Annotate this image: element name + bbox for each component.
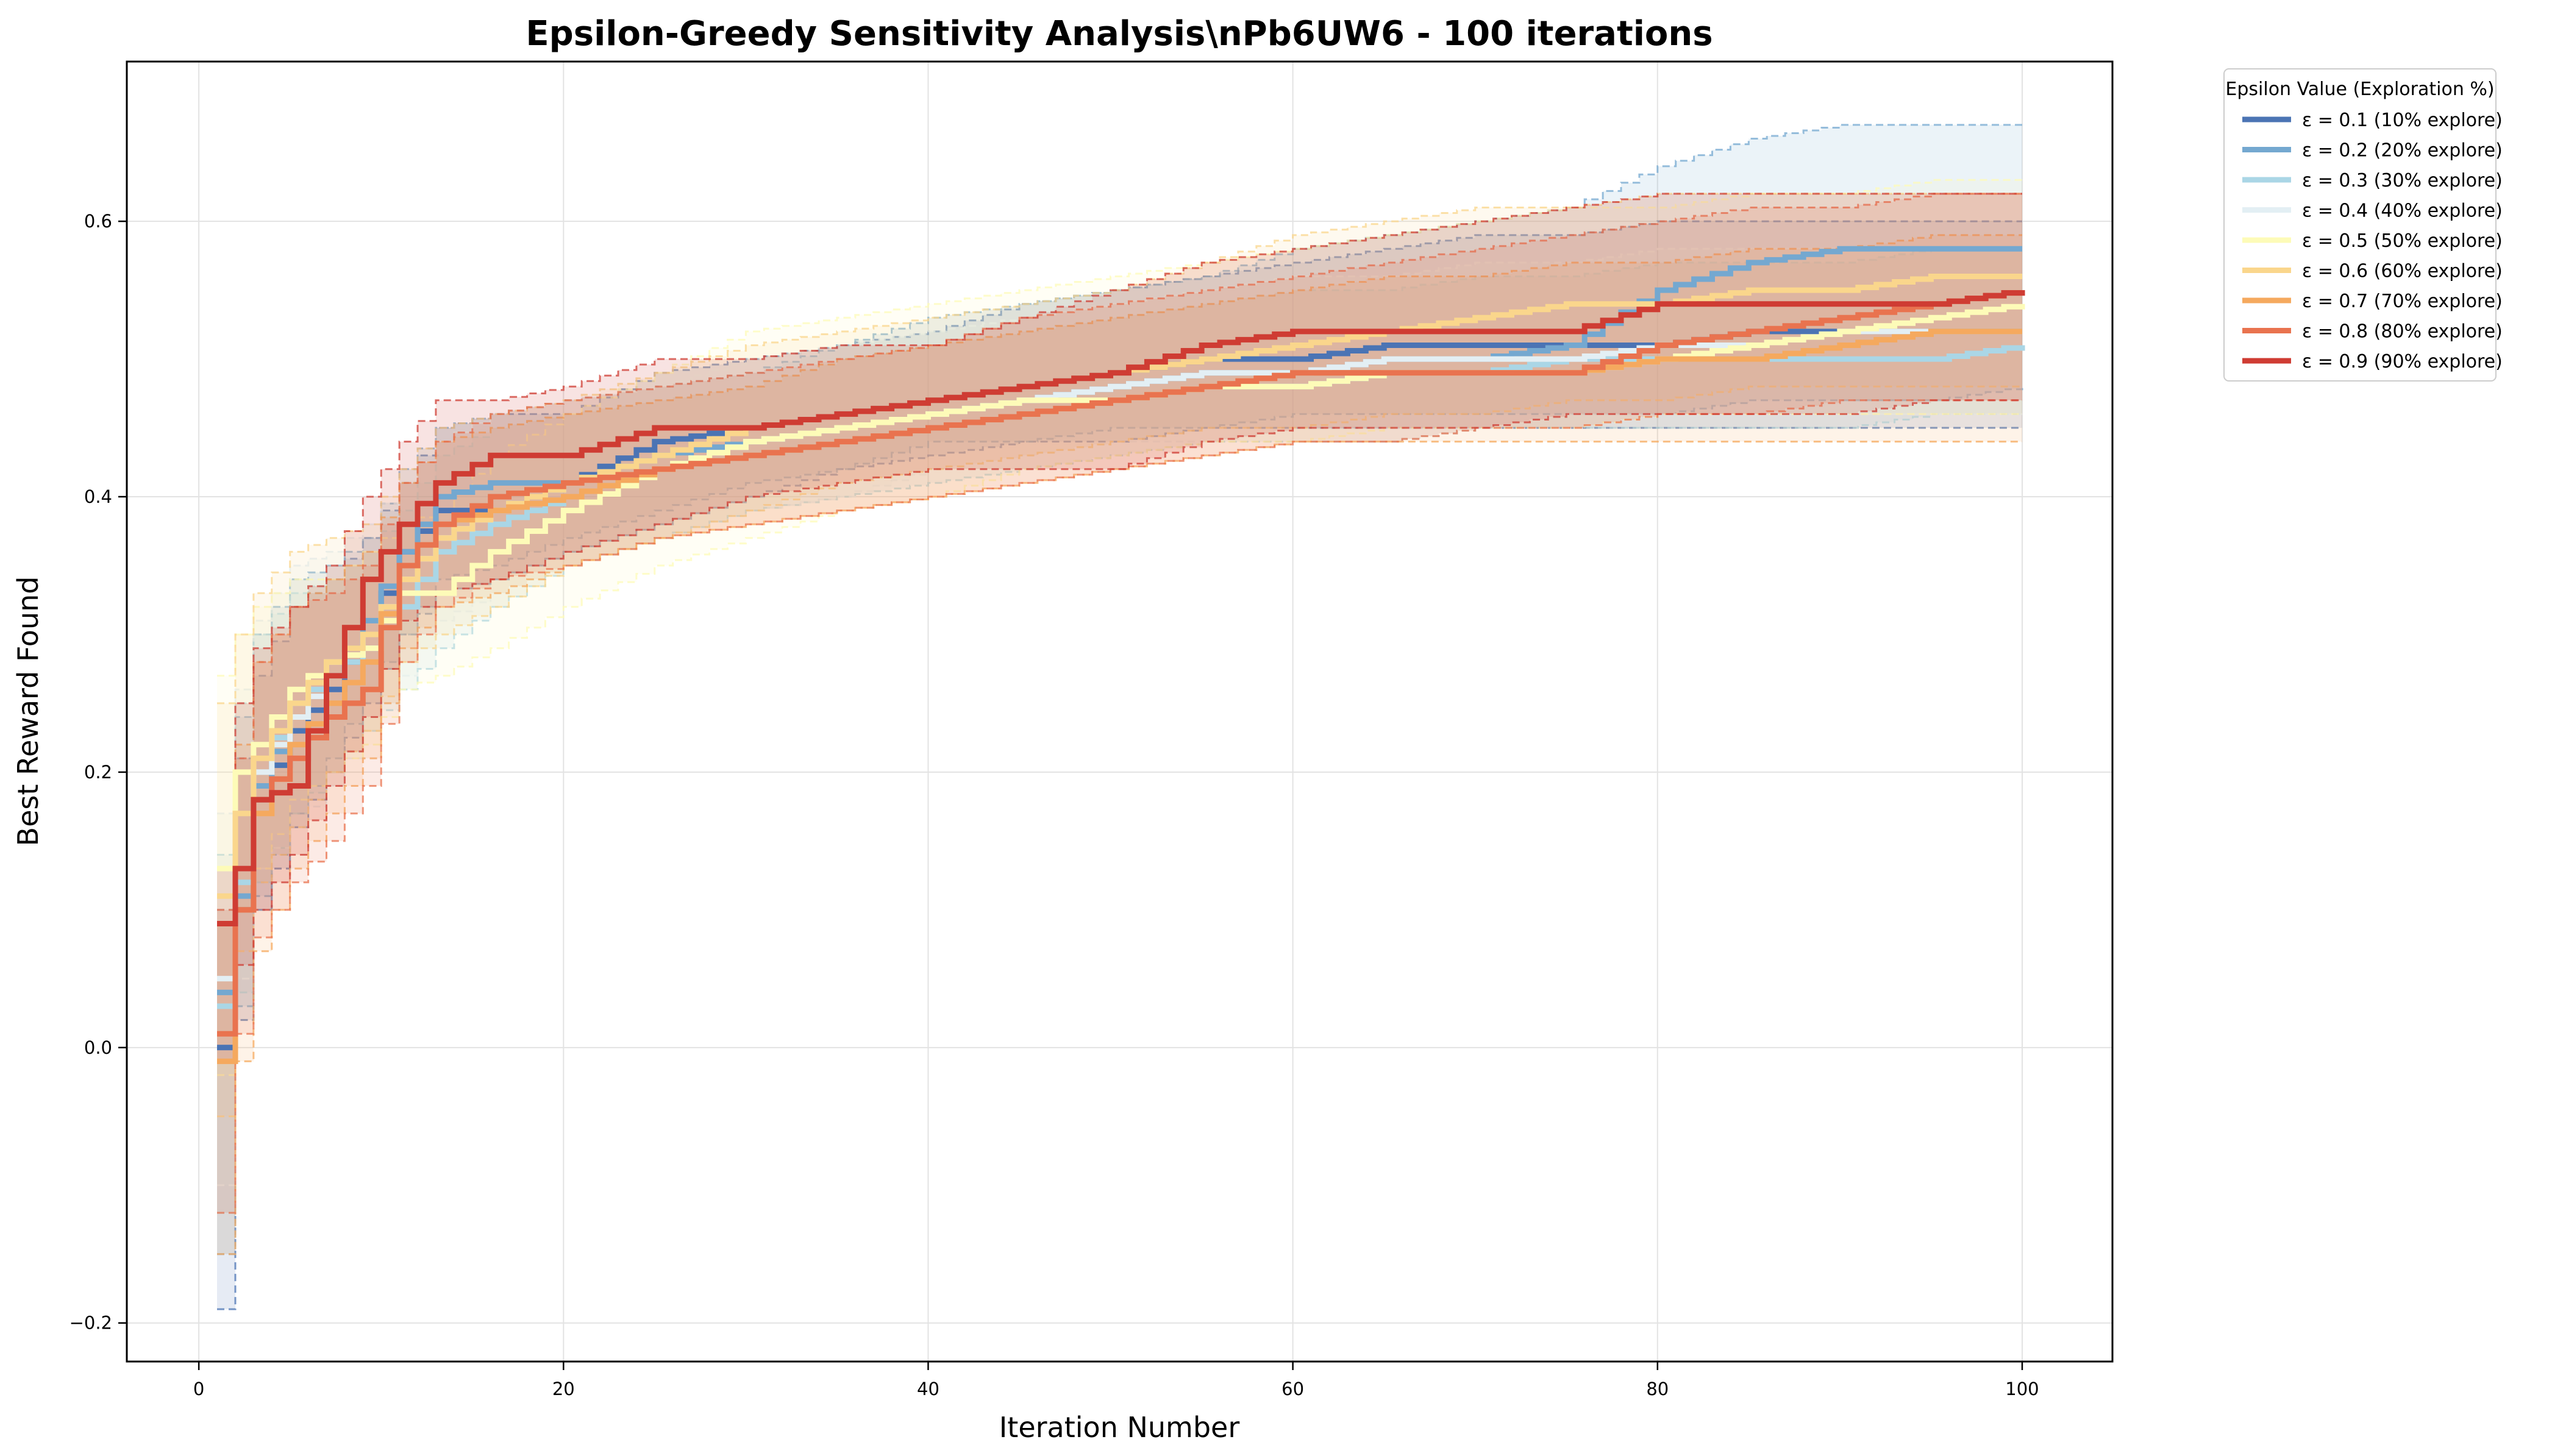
confidence-band-9 <box>217 193 2022 1062</box>
lower-bound-line-7 <box>217 441 2022 1255</box>
legend: Epsilon Value (Exploration %) ε = 0.1 (1… <box>2223 68 2503 382</box>
x-tick-label: 20 <box>552 1379 575 1399</box>
y-tick-label: 0.6 <box>84 211 112 232</box>
chart-title: Epsilon-Greedy Sensitivity Analysis\nPb6… <box>526 14 1713 54</box>
legend-box <box>2223 68 2497 382</box>
y-tick-label: 0.0 <box>84 1037 112 1058</box>
y-tick-label: −0.2 <box>70 1313 112 1333</box>
legend-label-3: ε = 0.3 (30% explore) <box>2302 170 2503 191</box>
series-line-9 <box>217 290 2025 926</box>
legend-label-1: ε = 0.1 (10% explore) <box>2302 110 2503 131</box>
legend-label-8: ε = 0.8 (80% explore) <box>2302 321 2503 343</box>
legend-entries: ε = 0.1 (10% explore) ε = 0.2 (20% explor… <box>2242 110 2503 372</box>
series-line-8 <box>217 290 2025 1037</box>
x-tick-label: 0 <box>193 1379 204 1399</box>
lower-bound-line-1 <box>217 427 2022 1310</box>
upper-bound-line-7 <box>217 234 2022 925</box>
legend-label-4: ε = 0.4 (40% explore) <box>2302 201 2503 222</box>
plot-area-frame <box>126 60 2114 1363</box>
legend-title: Epsilon Value (Exploration %) <box>2225 79 2494 100</box>
lower-bound-line-2 <box>217 386 2023 1255</box>
confidence-band-1 <box>217 221 2022 1310</box>
lower-bound-line-3 <box>217 413 2022 1214</box>
upper-bound-line-8 <box>217 193 2022 911</box>
lower-bound-line-9 <box>217 399 2022 1062</box>
confidence-band-6 <box>217 193 2022 1117</box>
y-axis-label: Best Reward Found <box>12 577 45 847</box>
legend-label-5: ε = 0.5 (50% explore) <box>2302 230 2503 252</box>
confidence-bands <box>217 124 2023 1310</box>
series-lines <box>217 246 2025 1064</box>
confidence-band-8 <box>217 193 2022 1213</box>
x-tick-label: 100 <box>2005 1379 2039 1399</box>
confidence-band-7 <box>217 235 2022 1254</box>
legend-label-9: ε = 0.9 (90% explore) <box>2302 351 2503 372</box>
confidence-band-2 <box>217 124 2022 1254</box>
y-tick-label: 0.4 <box>84 486 112 507</box>
x-tick-label: 40 <box>917 1379 939 1399</box>
upper-bound-line-9 <box>217 193 2022 870</box>
y-axis-ticks: −0.2 0.0 0.2 0.4 0.6 <box>70 211 127 1333</box>
x-axis-ticks: 0 20 40 60 80 100 <box>193 1362 2039 1399</box>
x-axis-label: Iteration Number <box>999 1411 1240 1444</box>
legend-label-2: ε = 0.2 (20% explore) <box>2302 140 2503 162</box>
legend-label-6: ε = 0.6 (60% explore) <box>2302 261 2503 282</box>
lower-bound-line-6 <box>217 385 2022 1118</box>
x-tick-label: 60 <box>1281 1379 1304 1399</box>
legend-label-7: ε = 0.7 (70% explore) <box>2302 291 2503 312</box>
confidence-band-3 <box>217 249 2022 1213</box>
upper-bound-line-5 <box>217 179 2022 677</box>
upper-bound-line-4 <box>217 247 2022 815</box>
confidence-band-5 <box>217 180 2022 1075</box>
lower-bound-line-8 <box>217 399 2022 1214</box>
series-line-5 <box>217 304 2025 872</box>
y-tick-label: 0.2 <box>84 762 112 783</box>
x-tick-label: 80 <box>1646 1379 1669 1399</box>
confidence-band-4 <box>217 249 2022 1185</box>
